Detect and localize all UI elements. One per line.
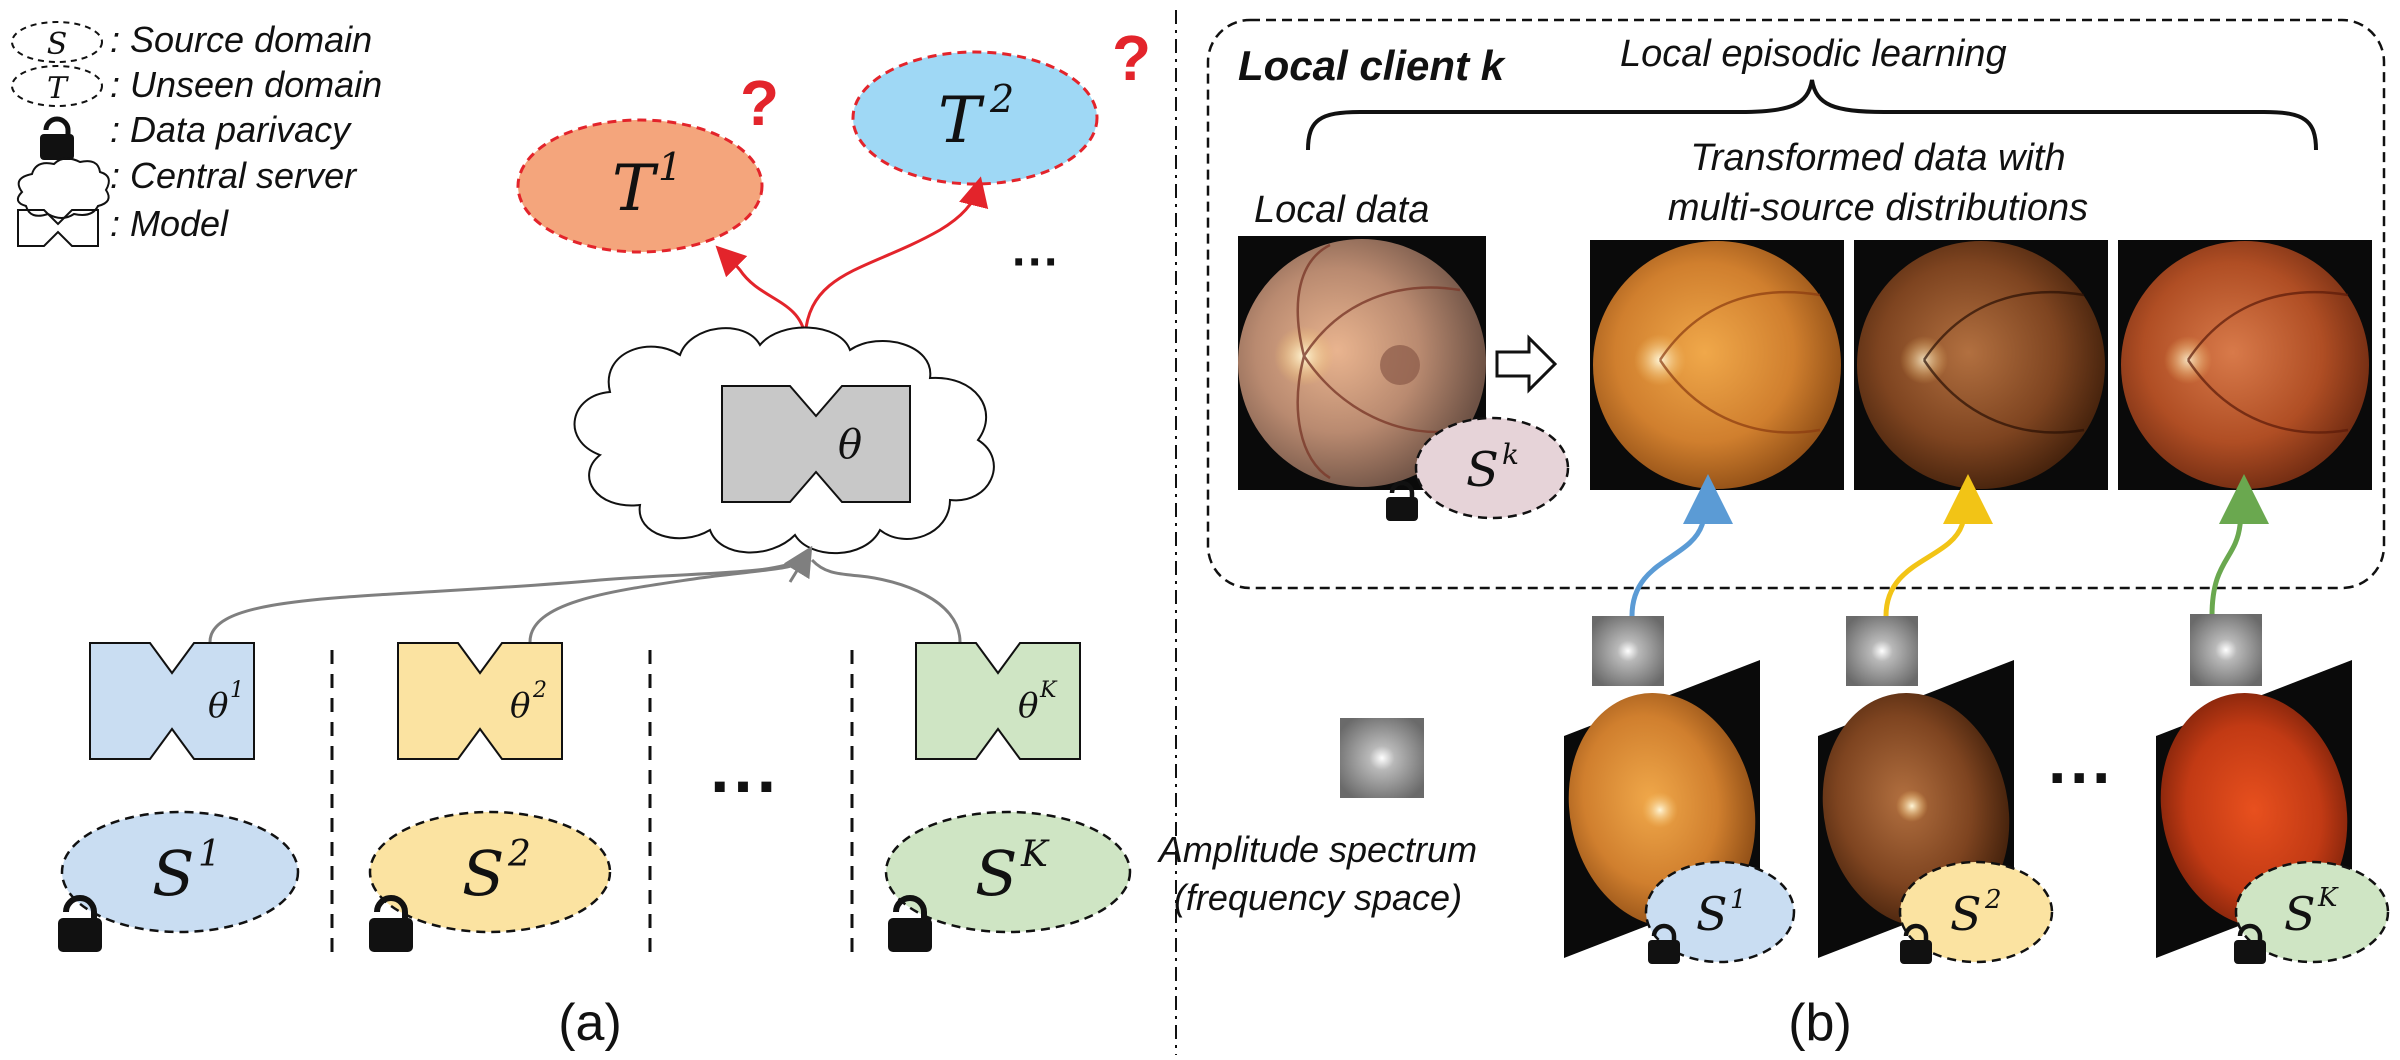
amplitude-label-line-1: Amplitude spectrum xyxy=(1157,829,1477,870)
arrow-aggregation-head xyxy=(783,545,813,583)
target-1-base: T xyxy=(612,152,659,226)
local-data-label: Local data xyxy=(1254,189,1429,231)
panel-a: T 1 ? T 2 ? ··· θ θ 1 S 1 θ xyxy=(58,22,1151,1052)
legend-lock-icon xyxy=(40,116,74,160)
amplitude-label-line-2: (frequency space) xyxy=(1174,877,1462,918)
transformed-image-3 xyxy=(2118,240,2372,490)
client-1-source-domain xyxy=(60,810,300,934)
source-k-lock-icon xyxy=(2234,923,2266,964)
legend-source-label: : Source domain xyxy=(110,19,372,60)
target-2-question-mark: ? xyxy=(1112,22,1151,94)
panel-a-caption: (a) xyxy=(558,994,622,1052)
client-k-param-sup: K xyxy=(1039,678,1058,703)
legend-model-icon xyxy=(17,209,99,247)
source-2-ellipse xyxy=(1898,860,2054,964)
source-2-base: S xyxy=(1950,887,1982,941)
legend-cloud-icon xyxy=(16,157,110,219)
arrow-client-1-to-server xyxy=(208,558,801,643)
client-2-lock-icon xyxy=(369,895,413,952)
client-2-source-domain xyxy=(368,810,612,934)
source-1-sup: 1 xyxy=(1730,885,1747,915)
legend-model-label: : Model xyxy=(110,203,229,244)
legend-unseen-letter: T xyxy=(47,71,69,106)
local-client-title: Local client k xyxy=(1238,42,1507,89)
panel-b-caption: (b) xyxy=(1788,994,1852,1052)
target-domain-1 xyxy=(516,118,764,254)
legend-source-symbol xyxy=(11,21,103,63)
client-2-param-base: θ xyxy=(510,686,530,726)
source-1-base: S xyxy=(1696,887,1728,941)
client-1-lock-icon xyxy=(58,895,102,952)
transformed-label-line-2: multi-source distributions xyxy=(1668,187,2088,229)
local-client-box xyxy=(1206,18,2386,590)
client-2-param-sup: 2 xyxy=(532,678,547,703)
local-lock-icon xyxy=(1386,480,1418,521)
local-domain-ellipse xyxy=(1414,416,1570,520)
arrow-client-2-to-server xyxy=(528,558,809,643)
server-model-icon xyxy=(721,385,911,503)
legend-source-letter: S xyxy=(47,27,68,62)
source-ellipsis: ··· xyxy=(2048,740,2114,814)
legend-server-label: : Central server xyxy=(110,155,358,196)
client-2-model-icon xyxy=(397,642,563,760)
client-2-domain-sup: 2 xyxy=(507,834,531,875)
client-1-domain-sup: 1 xyxy=(198,834,221,875)
source-1-ellipse xyxy=(1644,860,1796,964)
client-1-domain-base: S xyxy=(152,837,194,910)
spectrum-thumb-2 xyxy=(1846,616,1918,686)
client-k-source-domain xyxy=(884,810,1132,934)
transformed-label-line-1: Transformed data with xyxy=(1690,137,2065,179)
transform-arrow-icon xyxy=(1495,334,1558,394)
source-k-sup: K xyxy=(2317,883,2339,913)
server-param-label: θ xyxy=(838,422,862,468)
panel-b: Local client k Local episodic learning L… xyxy=(1157,18,2390,1052)
spectrum-thumb-k xyxy=(2190,614,2262,686)
arrow-spectrum-2 xyxy=(1883,474,1993,617)
arrow-client-k-to-server xyxy=(810,558,962,643)
transformed-image-2 xyxy=(1854,240,2108,490)
legend: S : Source domain T : Unseen domain : Da… xyxy=(11,19,382,247)
arrow-server-to-target-2 xyxy=(803,176,989,337)
target-ellipsis: ··· xyxy=(1012,236,1060,289)
transformed-image-1 xyxy=(1590,240,1844,490)
arrow-spectrum-k xyxy=(2209,474,2269,617)
target-1-sup: 1 xyxy=(658,145,682,189)
local-domain-base: S xyxy=(1466,442,1499,498)
source-2-sup: 2 xyxy=(1984,885,2002,915)
client-1-model-icon xyxy=(89,642,255,760)
client-k-lock-icon xyxy=(888,895,932,952)
client-k-model-icon xyxy=(915,642,1081,760)
client-1-param-base: θ xyxy=(208,686,228,726)
source-k-ellipse xyxy=(2234,860,2390,964)
target-2-base: T xyxy=(938,84,985,158)
episodic-brace xyxy=(1306,79,2318,151)
source-k-base: S xyxy=(2284,887,2316,941)
client-1-param-sup: 1 xyxy=(230,678,244,703)
client-k-param-base: θ xyxy=(1018,686,1038,726)
source-2-lock-icon xyxy=(1900,923,1932,964)
target-2-sup: 2 xyxy=(989,77,1014,121)
client-ellipsis: ··· xyxy=(710,747,780,825)
amplitude-spectrum-image xyxy=(1340,718,1424,798)
source-1-lock-icon xyxy=(1648,923,1680,964)
target-1-question-mark: ? xyxy=(740,67,779,139)
legend-unseen-symbol xyxy=(11,65,103,107)
client-k-domain-base: S xyxy=(975,837,1017,910)
legend-unseen-label: : Unseen domain xyxy=(110,64,382,105)
arrow-spectrum-1 xyxy=(1629,474,1733,617)
legend-privacy-label: : Data parivacy xyxy=(110,109,352,150)
client-2-domain-base: S xyxy=(462,837,504,910)
local-domain-sup: k xyxy=(1502,438,1519,471)
episodic-learning-label: Local episodic learning xyxy=(1620,33,2007,75)
spectrum-thumb-1 xyxy=(1592,616,1664,686)
arrow-server-to-target-1 xyxy=(715,245,807,337)
client-k-domain-sup: K xyxy=(1020,834,1050,875)
